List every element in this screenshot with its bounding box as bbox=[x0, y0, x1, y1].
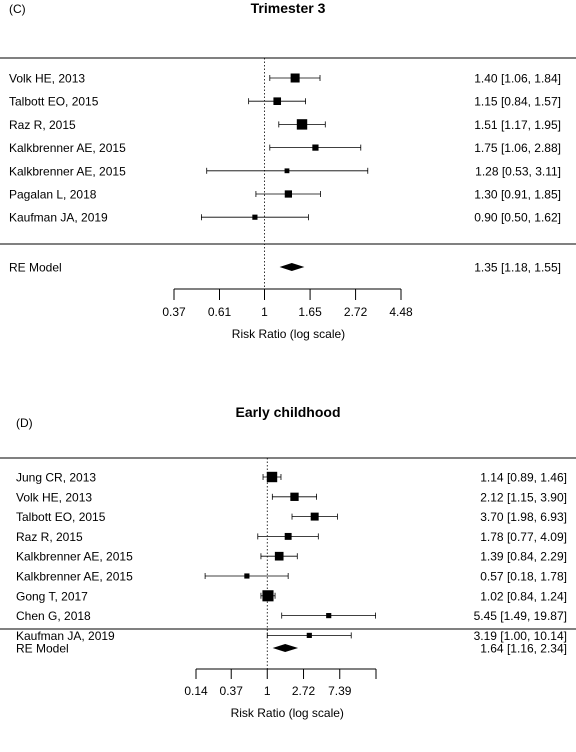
study-estimate-text: 3.19 [1.00, 10.14] bbox=[474, 629, 567, 643]
study-row: Gong T, 2017 1.02 [0.84, 1.24] bbox=[16, 589, 567, 603]
study-estimate-text: 1.02 [0.84, 1.24] bbox=[480, 589, 567, 603]
x-tick-label: 0.61 bbox=[208, 305, 232, 319]
x-tick-label: 7.39 bbox=[328, 684, 352, 698]
x-tick-label: 0.37 bbox=[162, 305, 186, 319]
point-estimate-square bbox=[284, 190, 293, 198]
study-row: Kalkbrenner AE, 2015 1.28 [0.53, 3.11] bbox=[9, 164, 561, 178]
point-estimate-square bbox=[312, 144, 319, 151]
x-tick-label: 0.37 bbox=[220, 684, 244, 698]
x-tick-label: 0.14 bbox=[184, 684, 208, 698]
study-label: Kalkbrenner AE, 2015 bbox=[16, 570, 133, 584]
study-row: Volk HE, 2013 1.40 [1.06, 1.84] bbox=[9, 72, 561, 86]
summary-label: RE Model bbox=[16, 642, 69, 656]
study-estimate-text: 3.70 [1.98, 6.93] bbox=[480, 510, 567, 524]
point-estimate-square bbox=[326, 613, 332, 619]
study-row: Kalkbrenner AE, 2015 0.57 [0.18, 1.78] bbox=[16, 570, 567, 584]
summary-estimate-text: 1.35 [1.18, 1.55] bbox=[474, 261, 561, 275]
study-estimate-text: 0.90 [0.50, 1.62] bbox=[474, 211, 561, 225]
x-tick-label: 4.48 bbox=[389, 305, 413, 319]
study-row: Jung CR, 2013 1.14 [0.89, 1.46] bbox=[16, 471, 567, 485]
panel-title: Early childhood bbox=[235, 404, 340, 420]
point-estimate-square bbox=[273, 97, 282, 105]
study-estimate-text: 1.51 [1.17, 1.95] bbox=[474, 118, 561, 132]
study-label: Raz R, 2015 bbox=[9, 118, 76, 132]
study-estimate-text: 1.39 [0.84, 2.29] bbox=[480, 550, 567, 564]
study-row: Volk HE, 2013 2.12 [1.15, 3.90] bbox=[16, 490, 567, 504]
study-row: Chen G, 2018 5.45 [1.49, 19.87] bbox=[16, 609, 567, 623]
study-label: Kaufman JA, 2019 bbox=[16, 629, 115, 643]
study-estimate-text: 2.12 [1.15, 3.90] bbox=[480, 490, 567, 504]
study-estimate-text: 1.30 [0.91, 1.85] bbox=[474, 188, 561, 202]
study-estimate-text: 1.15 [0.84, 1.57] bbox=[474, 95, 561, 109]
point-estimate-square bbox=[290, 73, 300, 83]
forest-panel-d: (D) Early childhood Jung CR, 2013 1.14 [0.8… bbox=[0, 404, 576, 720]
x-axis: 0.37 0.61 1 1.65 2.72 4.48 Risk Ratio (log sca… bbox=[162, 288, 413, 341]
study-estimate-text: 1.28 [0.53, 3.11] bbox=[475, 164, 561, 178]
study-label: Chen G, 2018 bbox=[16, 609, 91, 623]
summary-diamond bbox=[279, 263, 305, 271]
study-row: Pagalan L, 2018 1.30 [0.91, 1.85] bbox=[9, 188, 561, 202]
study-label: Talbott EO, 2015 bbox=[16, 510, 106, 524]
x-tick-label: 1.65 bbox=[298, 305, 322, 319]
summary-diamond bbox=[272, 644, 299, 652]
point-estimate-square bbox=[262, 590, 274, 602]
forest-panel-c: (C) Trimester 3 Volk HE, 2013 1.40 [1.06, 1… bbox=[0, 0, 576, 341]
study-row: Raz R, 2015 1.51 [1.17, 1.95] bbox=[9, 118, 561, 132]
summary-label: RE Model bbox=[9, 261, 62, 275]
summary-row: RE Model 1.64 [1.16, 2.34] bbox=[16, 642, 567, 656]
point-estimate-square bbox=[252, 214, 258, 220]
study-label: Kaufman JA, 2019 bbox=[9, 211, 108, 225]
point-estimate-square bbox=[274, 551, 284, 561]
study-label: Kalkbrenner AE, 2015 bbox=[9, 141, 126, 155]
study-label: Pagalan L, 2018 bbox=[9, 188, 97, 202]
point-estimate-square bbox=[284, 168, 290, 174]
study-estimate-text: 1.40 [1.06, 1.84] bbox=[474, 72, 561, 86]
study-row: Kaufman JA, 2019 3.19 [1.00, 10.14] bbox=[16, 629, 567, 643]
study-label: Talbott EO, 2015 bbox=[9, 95, 99, 109]
panel-label: (C) bbox=[9, 2, 26, 16]
x-tick-label: 2.72 bbox=[344, 305, 368, 319]
study-row: Raz R, 2015 1.78 [0.77, 4.09] bbox=[16, 530, 567, 544]
study-row: Talbott EO, 2015 1.15 [0.84, 1.57] bbox=[9, 95, 561, 109]
study-label: Volk HE, 2013 bbox=[16, 490, 92, 504]
study-label: Raz R, 2015 bbox=[16, 530, 83, 544]
summary-row: RE Model 1.35 [1.18, 1.55] bbox=[9, 261, 561, 275]
study-estimate-text: 5.45 [1.49, 19.87] bbox=[474, 609, 567, 623]
point-estimate-square bbox=[266, 471, 278, 483]
study-estimate-text: 1.75 [1.06, 2.88] bbox=[474, 141, 561, 155]
study-row: Talbott EO, 2015 3.70 [1.98, 6.93] bbox=[16, 510, 567, 524]
panel-label: (D) bbox=[16, 416, 33, 430]
x-tick-label: 1 bbox=[261, 305, 268, 319]
study-label: Gong T, 2017 bbox=[16, 589, 88, 603]
study-row: Kaufman JA, 2019 0.90 [0.50, 1.62] bbox=[9, 211, 561, 225]
study-label: Jung CR, 2013 bbox=[16, 471, 96, 485]
study-estimate-text: 1.78 [0.77, 4.09] bbox=[480, 530, 567, 544]
study-label: Kalkbrenner AE, 2015 bbox=[16, 550, 133, 564]
x-axis: 0.14 0.37 1 2.72 7.39 Risk Ratio (log scale) bbox=[184, 668, 377, 720]
summary-estimate-text: 1.64 [1.16, 2.34] bbox=[480, 642, 567, 656]
x-axis-title: Risk Ratio (log scale) bbox=[231, 706, 344, 720]
point-estimate-square bbox=[244, 573, 250, 579]
study-estimate-text: 1.14 [0.89, 1.46] bbox=[480, 471, 567, 485]
study-label: Volk HE, 2013 bbox=[9, 72, 85, 86]
x-tick-label: 1 bbox=[264, 684, 271, 698]
x-axis-title: Risk Ratio (log scale) bbox=[232, 327, 345, 341]
point-estimate-square bbox=[306, 632, 312, 638]
study-row: Kalkbrenner AE, 2015 1.75 [1.06, 2.88] bbox=[9, 141, 561, 155]
x-tick-label: 2.72 bbox=[292, 684, 316, 698]
study-row: Kalkbrenner AE, 2015 1.39 [0.84, 2.29] bbox=[16, 550, 567, 564]
point-estimate-square bbox=[310, 512, 319, 521]
panel-title: Trimester 3 bbox=[251, 0, 326, 16]
point-estimate-square bbox=[284, 532, 292, 540]
study-label: Kalkbrenner AE, 2015 bbox=[9, 164, 126, 178]
study-estimate-text: 0.57 [0.18, 1.78] bbox=[480, 570, 567, 584]
point-estimate-square bbox=[290, 492, 299, 501]
point-estimate-square bbox=[296, 119, 308, 130]
